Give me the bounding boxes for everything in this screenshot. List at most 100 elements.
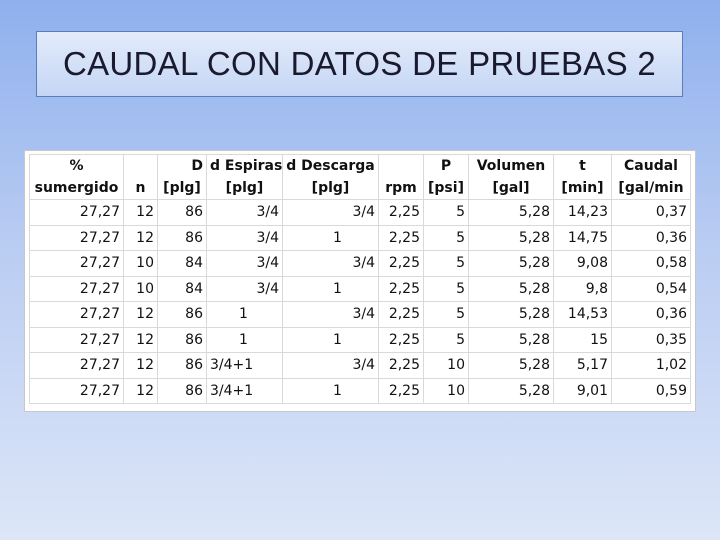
table-cell: 27,27: [29, 326, 124, 353]
table-cell: 1: [206, 301, 283, 328]
table-row: 27,27 12 86 3/4+1 3/4 2,25 10 5,28 5,17 …: [29, 352, 691, 379]
header-cell: rpm: [378, 177, 424, 200]
header-cell: t: [553, 154, 612, 177]
table-row: 27,27 12 86 3/4+1 1 2,25 10 5,28 9,01 0,…: [29, 377, 691, 404]
table-cell: 5,28: [468, 326, 554, 353]
table-body: 27,27 12 86 3/4 3/4 2,25 5 5,28 14,23 0,…: [29, 199, 691, 404]
table-cell: 3/4: [282, 199, 379, 226]
header-cell: [378, 154, 424, 177]
table-cell: 5,28: [468, 224, 554, 251]
table-cell: 5: [423, 326, 469, 353]
table-row: 27,27 12 86 1 1 2,25 5 5,28 15 0,35: [29, 326, 691, 353]
table-cell: 86: [157, 377, 207, 404]
header-cell: [gal]: [468, 177, 554, 200]
table-cell: 5: [423, 275, 469, 302]
table-cell: 0,59: [611, 377, 691, 404]
table-cell: 9,8: [553, 275, 612, 302]
table-cell: 84: [157, 275, 207, 302]
table-cell: 2,25: [378, 224, 424, 251]
table-cell: 2,25: [378, 326, 424, 353]
table-cell: 5: [423, 224, 469, 251]
table-cell: 10: [123, 250, 158, 277]
table-cell: 12: [123, 224, 158, 251]
table-cell: 0,35: [611, 326, 691, 353]
table-cell: 3/4+1: [206, 352, 283, 379]
table-cell: 9,08: [553, 250, 612, 277]
header-row-2: sumergido n [plg] [plg] [plg] rpm [psi] …: [29, 177, 691, 200]
table-cell: 5,28: [468, 275, 554, 302]
table-cell: 12: [123, 326, 158, 353]
table-cell: 9,01: [553, 377, 612, 404]
table-cell: 2,25: [378, 250, 424, 277]
header-cell: sumergido: [29, 177, 124, 200]
table-cell: 2,25: [378, 377, 424, 404]
title-box: CAUDAL CON DATOS DE PRUEBAS 2: [36, 31, 683, 97]
table-cell: 5: [423, 199, 469, 226]
table-cell: 27,27: [29, 275, 124, 302]
header-cell: [plg]: [282, 177, 379, 200]
table-cell: 2,25: [378, 199, 424, 226]
table-cell: 1: [282, 377, 379, 404]
table-cell: 86: [157, 301, 207, 328]
table-cell: 14,53: [553, 301, 612, 328]
table-cell: 5,28: [468, 352, 554, 379]
header-cell: %: [29, 154, 124, 177]
table-cell: 0,36: [611, 224, 691, 251]
table-cell: 5,28: [468, 250, 554, 277]
table-cell: 5,28: [468, 377, 554, 404]
table-row: 27,27 10 84 3/4 1 2,25 5 5,28 9,8 0,54: [29, 275, 691, 302]
table-cell: 1: [282, 326, 379, 353]
table-cell: 14,75: [553, 224, 612, 251]
table-cell: 2,25: [378, 275, 424, 302]
table-cell: 27,27: [29, 224, 124, 251]
header-cell: P: [423, 154, 469, 177]
table-cell: 3/4: [282, 352, 379, 379]
table-cell: 5,28: [468, 199, 554, 226]
table-cell: 10: [123, 275, 158, 302]
table-cell: 5,28: [468, 301, 554, 328]
table-cell: 3/4: [206, 275, 283, 302]
header-cell: [psi]: [423, 177, 469, 200]
table-cell: 5,17: [553, 352, 612, 379]
header-cell: d Espiras: [206, 154, 283, 177]
table-cell: 15: [553, 326, 612, 353]
table-cell: 86: [157, 224, 207, 251]
table-cell: 1: [282, 224, 379, 251]
table-cell: 86: [157, 199, 207, 226]
table-cell: 5: [423, 250, 469, 277]
header-row-1: % D d Espiras d Descarga P Volumen t Cau…: [29, 154, 691, 177]
table-row: 27,27 12 86 1 3/4 2,25 5 5,28 14,53 0,36: [29, 301, 691, 328]
header-cell: n: [123, 177, 158, 200]
table-cell: 12: [123, 377, 158, 404]
table-cell: 12: [123, 352, 158, 379]
header-cell: Volumen: [468, 154, 554, 177]
table-cell: 14,23: [553, 199, 612, 226]
table-cell: 2,25: [378, 352, 424, 379]
table-cell: 86: [157, 352, 207, 379]
table-cell: 3/4: [206, 199, 283, 226]
header-cell: [123, 154, 158, 177]
header-cell: Caudal: [611, 154, 691, 177]
header-cell: D: [157, 154, 207, 177]
table-cell: 0,58: [611, 250, 691, 277]
table-cell: 27,27: [29, 250, 124, 277]
table-row: 27,27 12 86 3/4 3/4 2,25 5 5,28 14,23 0,…: [29, 199, 691, 226]
data-table-container: % D d Espiras d Descarga P Volumen t Cau…: [24, 150, 696, 412]
table-cell: 0,36: [611, 301, 691, 328]
table-cell: 27,27: [29, 199, 124, 226]
table-cell: 27,27: [29, 352, 124, 379]
table-cell: 84: [157, 250, 207, 277]
table-cell: 12: [123, 199, 158, 226]
table-cell: 0,54: [611, 275, 691, 302]
table-cell: 0,37: [611, 199, 691, 226]
table-cell: 12: [123, 301, 158, 328]
header-cell: [plg]: [206, 177, 283, 200]
table-cell: 5: [423, 301, 469, 328]
data-table: % D d Espiras d Descarga P Volumen t Cau…: [29, 154, 691, 404]
table-row: 27,27 12 86 3/4 1 2,25 5 5,28 14,75 0,36: [29, 224, 691, 251]
table-row: 27,27 10 84 3/4 3/4 2,25 5 5,28 9,08 0,5…: [29, 250, 691, 277]
table-cell: 2,25: [378, 301, 424, 328]
table-cell: 27,27: [29, 377, 124, 404]
table-cell: 1: [206, 326, 283, 353]
header-cell: [min]: [553, 177, 612, 200]
